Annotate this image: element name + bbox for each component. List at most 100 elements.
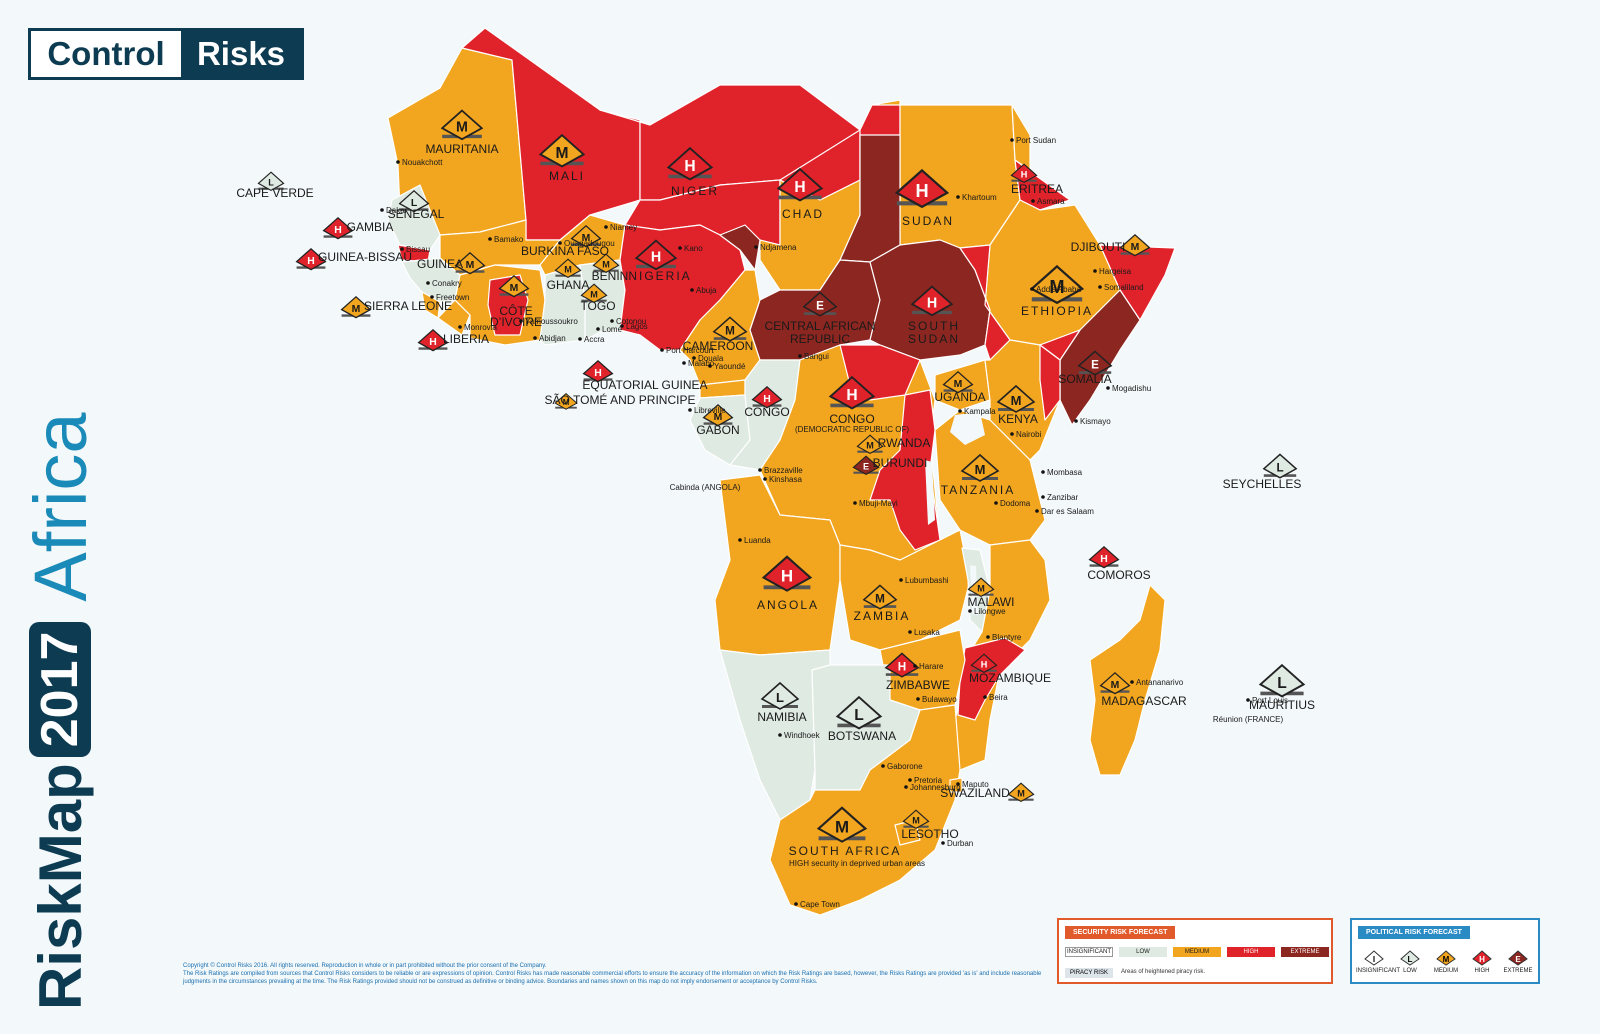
city-dot-port-harcourt xyxy=(660,348,664,352)
city-dot-cape-town xyxy=(794,902,798,906)
city-label-port-louis: Port Louis xyxy=(1252,696,1288,705)
city-dot-monrovia xyxy=(458,325,462,329)
burundi-risk-icon: E xyxy=(852,455,880,476)
region-nigeria-northeast[interactable] xyxy=(719,224,761,271)
togo-risk-icon: M xyxy=(580,283,608,304)
uganda-icon-diamond xyxy=(942,370,974,394)
senegal-icon-diamond xyxy=(398,189,430,213)
niger-risk-icon: H xyxy=(666,146,714,181)
city-label-freetown: Freetown xyxy=(436,293,469,302)
cabinda-label: Cabinda (ANGOLA) xyxy=(670,483,741,492)
region-south-africa[interactable] xyxy=(769,704,961,916)
somalia-icon-diamond xyxy=(1077,350,1113,376)
angola-icon-letter: H xyxy=(781,567,793,586)
mauritania-icon-letter: M xyxy=(456,120,468,136)
legend-icon-low: L LOW xyxy=(1392,950,1428,974)
city-label-port-sudan: Port Sudan xyxy=(1016,136,1056,145)
city-dot-freetown xyxy=(430,295,434,299)
city-dot-lilongwe xyxy=(968,609,972,613)
eritrea-icon-diamond xyxy=(1010,163,1038,184)
cameroon-icon-letter: M xyxy=(725,325,735,338)
city-label-windhoek: Windhoek xyxy=(784,731,821,740)
region-swaziland[interactable] xyxy=(949,777,963,793)
country-label-djibouti: DJIBOUTI xyxy=(1071,240,1126,254)
city-dot-beira xyxy=(983,695,987,699)
country-label-zimbabwe: ZIMBABWE xyxy=(886,678,950,692)
country-label-gambia: GAMBIA xyxy=(347,220,394,234)
security-risk-legend: SECURITY RISK FORECAST INSIGNIFICANT LOW… xyxy=(1057,918,1333,984)
copyright-line-1: Copyright © Control Risks 2016. All righ… xyxy=(183,963,547,969)
region-drc-east[interactable] xyxy=(869,389,941,551)
country-label-central-african-republic: CENTRAL AFRICAN REPUBLIC xyxy=(765,319,876,346)
gambia-icon-diamond xyxy=(322,216,354,240)
country-label-cape-verde: CAPE VERDE xyxy=(236,186,313,200)
rwanda-icon-diamond xyxy=(856,434,884,455)
ghana-risk-icon: M xyxy=(554,258,582,279)
city-label-yaound-: Yaoundé xyxy=(714,362,746,371)
city-dot-maputo xyxy=(956,782,960,786)
uganda-risk-icon: M xyxy=(942,370,974,394)
guinea-bissau-icon-diamond xyxy=(295,247,327,271)
namibia-icon-letter: L xyxy=(776,690,784,705)
s-o-tom-and-principe-icon-letter: M xyxy=(563,398,570,407)
city-dot-kismayo xyxy=(1074,419,1078,423)
comoros-icon-letter: H xyxy=(1100,554,1108,565)
country-label-ghana: GHANA xyxy=(547,278,590,292)
city-dot-johannesburg xyxy=(904,785,908,789)
region-madagascar[interactable] xyxy=(1089,584,1166,776)
guinea-bissau-risk-icon: H xyxy=(295,247,327,271)
cameroon-icon-diamond xyxy=(712,316,748,342)
madagascar-icon-letter: M xyxy=(1111,680,1120,691)
country-label-comoros: COMOROS xyxy=(1087,568,1150,582)
botswana-risk-icon: L xyxy=(835,695,883,730)
south-africa-icon-letter: M xyxy=(835,818,849,837)
senegal-risk-icon: L xyxy=(398,189,430,213)
city-label-lagos: Lagos xyxy=(626,322,648,331)
city-label-cape-town: Cape Town xyxy=(800,900,840,909)
city-label-harare: Harare xyxy=(919,662,944,671)
city-dot-ndjamena xyxy=(754,245,758,249)
city-label-dodoma: Dodoma xyxy=(1000,499,1031,508)
logo-word-risks: Risks xyxy=(181,31,301,77)
comoros-icon-diamond xyxy=(1088,545,1120,569)
country-label-niger: NIGER xyxy=(671,184,719,198)
city-label-mombasa: Mombasa xyxy=(1047,468,1083,477)
country-label-swaziland: SWAZILAND xyxy=(940,786,1010,800)
region-ghana[interactable] xyxy=(539,264,586,346)
region-kenya-northeast[interactable] xyxy=(1039,344,1061,421)
city-label-johannesburg: Johannesburg xyxy=(910,783,961,792)
gabon-icon-diamond xyxy=(702,403,734,427)
city-dot-khartoum xyxy=(956,195,960,199)
country-label-mauritius: MAURITIUS xyxy=(1249,698,1315,712)
legend-piracy-description: Areas of heightened piracy risk. xyxy=(1121,969,1206,975)
somalia-icon-letter: E xyxy=(1091,359,1099,372)
legend-icon-extreme: E EXTREME xyxy=(1500,950,1536,974)
security-legend-title: SECURITY RISK FORECAST xyxy=(1065,926,1176,939)
angola-icon-diamond xyxy=(761,555,813,592)
djibouti-risk-icon: M xyxy=(1119,233,1151,257)
chad-icon-letter: H xyxy=(794,179,805,196)
cameroon-risk-icon: M xyxy=(712,316,748,342)
region-mozambique-central[interactable] xyxy=(957,637,1026,721)
sierra-leone-icon-letter: M xyxy=(352,304,361,315)
benin-icon-letter: M xyxy=(602,260,610,270)
country-label-mali: MALI xyxy=(549,169,585,183)
city-dot-hargeisa xyxy=(1093,269,1097,273)
city-dot-port-sudan xyxy=(1010,138,1014,142)
chad-risk-icon: H xyxy=(776,167,824,202)
benin-risk-icon: M xyxy=(592,253,620,274)
mauritius-icon-letter: L xyxy=(1277,675,1287,692)
country-labels: MAURITANIA MALI NIGER CHAD SUDAN ERITREA DJIBO… xyxy=(236,142,1315,868)
burkina-faso-icon-diamond xyxy=(570,224,602,248)
region-somaliland[interactable] xyxy=(1099,244,1176,321)
rwanda-risk-icon: M xyxy=(856,434,884,455)
city-label-conakry: Conakry xyxy=(432,279,462,288)
s-o-tom-and-principe-risk-icon: M xyxy=(554,392,578,410)
country-label-burundi: BURUNDI xyxy=(873,456,928,470)
mali-icon-letter: M xyxy=(556,145,569,162)
kenya-risk-icon: M xyxy=(996,384,1036,413)
city-label-malabo: Malabo xyxy=(688,359,715,368)
congo-democratic-republic-of-risk-icon: H xyxy=(828,375,876,410)
city-dot-douala xyxy=(692,356,696,360)
country-label-benin: BENIN xyxy=(592,269,629,283)
